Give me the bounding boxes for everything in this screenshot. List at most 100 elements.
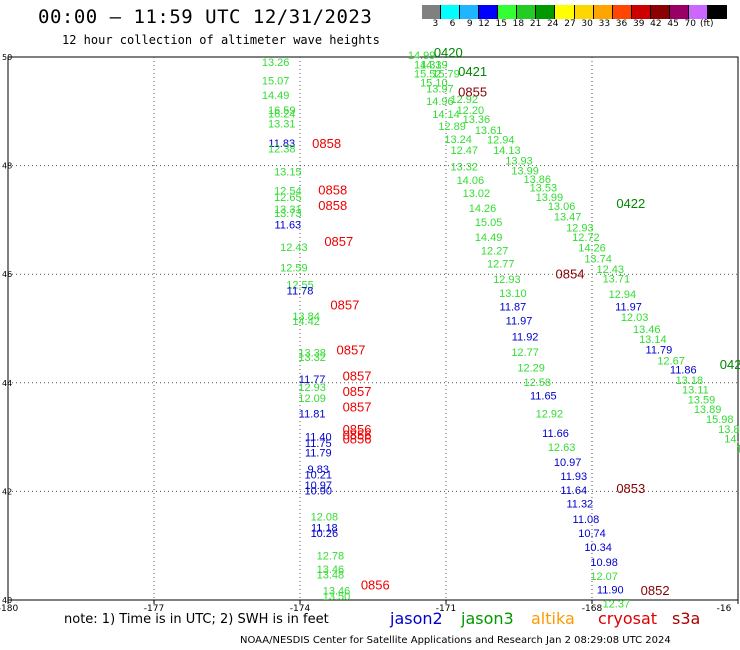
legend-swatch (460, 5, 480, 19)
credit-line: NOAA/NESDIS Center for Satellite Applica… (240, 635, 671, 646)
legend-swatch (631, 5, 651, 19)
legend-swatch (555, 5, 575, 19)
y-tick-label: 46 (2, 270, 12, 279)
legend-labels: 3 6 9 12 15 18 21 24 27 30 33 36 39 42 45 70 (ft) (422, 19, 727, 33)
x-tick-label: -16 (717, 604, 732, 614)
legend-swatch (479, 5, 499, 19)
legend-swatch (498, 5, 518, 19)
pass-time-label: 0420 (434, 45, 463, 60)
wave-height-value: 15.07 (262, 76, 290, 88)
wave-height-value: 13.59 (688, 394, 716, 406)
wave-height-value: 14.96 (426, 96, 454, 108)
wave-height-value: 13.06 (548, 201, 576, 213)
satellite-s3a: s3a (672, 609, 701, 628)
wave-height-value: 12.09 (298, 393, 326, 405)
wave-height-value: 13.71 (603, 273, 631, 285)
wave-height-value: 14.06 (457, 175, 485, 187)
wave-height-value: 10.98 (590, 557, 618, 569)
wave-height-value: 13.50 (323, 591, 351, 603)
wave-height-value: 13.32 (298, 352, 326, 364)
pass-time-label: 0856 (343, 422, 372, 437)
pass-time-label: 0857 (343, 400, 372, 415)
legend-label: 24 (547, 19, 559, 29)
satellite-altika: altika (531, 609, 575, 628)
wave-height-value: 11.32 (566, 499, 593, 511)
wave-height-value: 12.67 (657, 355, 685, 367)
wave-height-value: 13.86 (523, 174, 551, 186)
pass-time-label: 0856 (343, 432, 372, 447)
pass-time-label: 0858 (312, 136, 341, 151)
legend-label: 6 (449, 19, 456, 29)
wave-height-value: 10.90 (304, 486, 332, 498)
wave-height-value: 10.97 (554, 457, 582, 469)
pass-time-label: 0857 (343, 369, 372, 384)
wave-height-value: 13.46 (317, 564, 345, 576)
wave-height-value: 14.14 (432, 109, 460, 121)
legend-label: 36 (615, 19, 628, 29)
wave-height-value: 14.42 (292, 316, 320, 328)
wave-height-value: 14.26 (469, 203, 497, 215)
pass-time-label: 0855 (458, 85, 487, 100)
wave-height-value: 11.64 (560, 485, 587, 497)
wave-height-value: 13.93 (505, 156, 533, 168)
wave-height-value: 13.97 (426, 83, 454, 95)
pass-time-label: 0422 (616, 196, 645, 211)
legend-swatch (536, 5, 556, 19)
wave-height-value: 13.11 (682, 385, 709, 397)
wave-height-value: 15.05 (475, 217, 503, 229)
wave-height-value: 12.47 (450, 145, 478, 157)
wave-height-value: 13.99 (511, 165, 539, 177)
pass-time-label: 0858 (318, 198, 347, 213)
legend-label: 15 (495, 19, 507, 29)
wave-height-value: 12.93 (566, 222, 594, 234)
wave-height-value: 12.65 (274, 192, 302, 204)
wave-height-value: 15.52 (414, 69, 442, 81)
x-tick-label: -177 (144, 604, 164, 614)
wave-height-value: 13.74 (584, 253, 612, 265)
wave-height-value: 13.26 (262, 57, 290, 69)
wave-height-value: 12.29 (517, 362, 545, 374)
color-legend: 3 6 9 12 15 18 21 24 27 30 33 36 39 42 45 70 (ft) (422, 5, 727, 35)
wave-height-value: 11.83 (268, 138, 295, 150)
y-tick-label: 40 (2, 596, 12, 605)
pass-time-label: 0854 (556, 267, 585, 282)
pass-time-label: 0423 (720, 357, 740, 372)
wave-height-value: 12.63 (548, 442, 576, 454)
satellite-jason3: jason3 (461, 609, 514, 628)
wave-height-value: 11.97 (506, 316, 533, 328)
wave-height-value: 14.99 (408, 50, 436, 62)
wave-height-value: 15.10 (420, 77, 448, 89)
wave-height-value: 13.99 (536, 192, 564, 204)
wave-height-value: 13.36 (463, 114, 491, 126)
wave-height-value: 13.89 (694, 404, 722, 416)
legend-label: 45 (667, 19, 679, 29)
wave-height-value: 13.31 (274, 204, 302, 216)
wave-height-value: 12.54 (274, 185, 302, 197)
legend-label: 33 (598, 19, 611, 29)
pass-time-label: 0857 (343, 384, 372, 399)
wave-height-value: 14.49 (475, 232, 503, 244)
wave-height-value: 13.73 (274, 208, 302, 220)
y-tick-label: 50 (2, 53, 12, 62)
wave-height-value: 12.37 (603, 599, 631, 611)
wave-height-value: 13.46 (323, 586, 351, 598)
wave-height-value: 12.93 (493, 274, 521, 286)
legend-label: 18 (512, 19, 525, 29)
wave-height-value: 10.74 (578, 528, 606, 540)
wave-height-value: 14.73 (736, 443, 740, 455)
legend-label: 30 (581, 19, 593, 29)
wave-height-value: 11.81 (299, 409, 326, 421)
legend-swatches (422, 5, 727, 19)
legend-label: 3 (432, 19, 439, 29)
wave-height-value: 13.53 (530, 183, 558, 195)
wave-height-value: 10.34 (584, 542, 612, 554)
wave-height-value: 11.97 (615, 302, 642, 314)
wave-height-value: 9.83 (308, 464, 329, 476)
footer-note: note: 1) Time is in UTC; 2) SWH is in fe… (64, 612, 329, 627)
pass-time-label: 0853 (616, 481, 645, 496)
pass-time-label: 0852 (641, 583, 670, 598)
wave-height-value: 14.19 (420, 59, 448, 71)
legend-swatch (688, 5, 708, 19)
wave-height-value: 14.26 (578, 242, 606, 254)
